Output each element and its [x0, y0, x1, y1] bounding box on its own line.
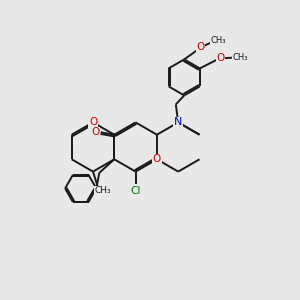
Text: O: O [196, 42, 205, 52]
Text: O: O [89, 117, 97, 128]
Text: O: O [91, 127, 100, 137]
Text: CH₃: CH₃ [211, 36, 226, 45]
Text: CH₃: CH₃ [232, 53, 248, 62]
Text: O: O [216, 53, 224, 64]
Text: Cl: Cl [130, 186, 141, 196]
Text: CH₃: CH₃ [94, 186, 111, 195]
Text: O: O [153, 154, 161, 164]
Text: N: N [174, 117, 182, 128]
